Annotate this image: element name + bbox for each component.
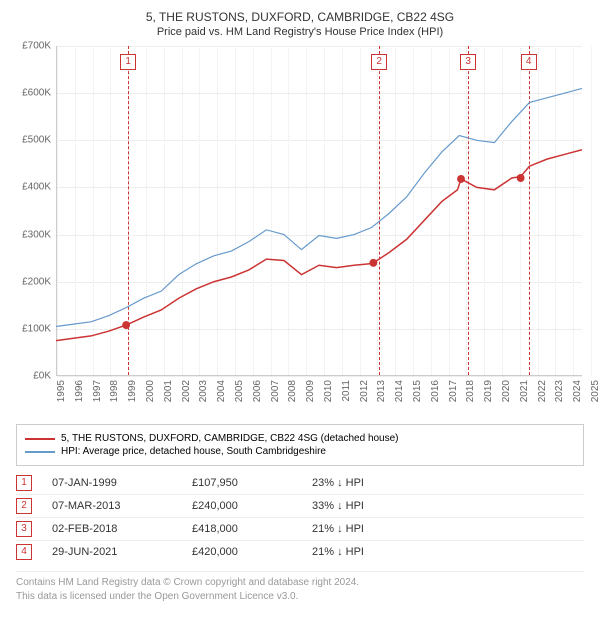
x-tick-label: 2005	[234, 380, 245, 402]
transaction-price: £107,950	[192, 477, 292, 489]
transaction-pct: 21% ↓ HPI	[312, 546, 364, 558]
y-tick-label: £300K	[9, 229, 51, 240]
y-tick-label: £700K	[9, 41, 51, 52]
x-tick-label: 2016	[430, 380, 441, 402]
transaction-row: 4 29-JUN-2021 £420,000 21% ↓ HPI	[16, 541, 584, 563]
legend-item: HPI: Average price, detached house, Sout…	[25, 446, 575, 457]
transaction-marker: 1	[16, 475, 32, 491]
transaction-marker: 2	[16, 498, 32, 514]
transaction-row: 2 07-MAR-2013 £240,000 33% ↓ HPI	[16, 495, 584, 518]
legend-label: HPI: Average price, detached house, Sout…	[61, 446, 326, 457]
legend-label: 5, THE RUSTONS, DUXFORD, CAMBRIDGE, CB22…	[61, 433, 399, 444]
x-tick-label: 1996	[74, 380, 85, 402]
x-tick-label: 2018	[465, 380, 476, 402]
transaction-date: 02-FEB-2018	[52, 523, 172, 535]
chart-legend: 5, THE RUSTONS, DUXFORD, CAMBRIDGE, CB22…	[16, 424, 584, 466]
x-tick-label: 2011	[341, 380, 352, 402]
x-tick-label: 2019	[483, 380, 494, 402]
x-tick-label: 2007	[270, 380, 281, 402]
x-tick-label: 2002	[181, 380, 192, 402]
x-tick-label: 2024	[572, 380, 583, 402]
y-tick-label: £500K	[9, 135, 51, 146]
footer-text: Contains HM Land Registry data © Crown c…	[16, 571, 584, 604]
footer-line: Contains HM Land Registry data © Crown c…	[16, 576, 584, 590]
legend-swatch	[25, 451, 55, 453]
x-tick-label: 2008	[287, 380, 298, 402]
x-tick-label: 2009	[305, 380, 316, 402]
transaction-pct: 23% ↓ HPI	[312, 477, 364, 489]
transaction-price: £418,000	[192, 523, 292, 535]
transaction-marker: 4	[16, 544, 32, 560]
transaction-date: 29-JUN-2021	[52, 546, 172, 558]
x-tick-label: 1999	[127, 380, 138, 402]
x-tick-label: 2013	[376, 380, 387, 402]
x-tick-label: 2012	[359, 380, 370, 402]
x-tick-label: 1995	[56, 380, 67, 402]
chart-lines	[56, 46, 582, 376]
x-tick-label: 2017	[448, 380, 459, 402]
y-tick-label: £100K	[9, 323, 51, 334]
x-tick-label: 2021	[519, 380, 530, 402]
transaction-row: 1 07-JAN-1999 £107,950 23% ↓ HPI	[16, 472, 584, 495]
legend-item: 5, THE RUSTONS, DUXFORD, CAMBRIDGE, CB22…	[25, 433, 575, 444]
x-tick-label: 2000	[145, 380, 156, 402]
chart-subtitle: Price paid vs. HM Land Registry's House …	[8, 26, 592, 38]
transaction-marker: 3	[16, 521, 32, 537]
y-tick-label: £600K	[9, 88, 51, 99]
transaction-table: 1 07-JAN-1999 £107,950 23% ↓ HPI 2 07-MAR-201…	[16, 472, 584, 563]
chart-container: 5, THE RUSTONS, DUXFORD, CAMBRIDGE, CB22…	[0, 0, 600, 620]
chart-title: 5, THE RUSTONS, DUXFORD, CAMBRIDGE, CB22…	[8, 10, 592, 24]
transaction-pct: 33% ↓ HPI	[312, 500, 364, 512]
legend-swatch	[25, 438, 55, 440]
x-tick-label: 2023	[554, 380, 565, 402]
x-tick-label: 2020	[501, 380, 512, 402]
x-tick-label: 2025	[590, 380, 600, 402]
x-tick-label: 2022	[537, 380, 548, 402]
x-tick-label: 2010	[323, 380, 334, 402]
x-axis-ticks: 1995 1996 1997 1998 1999 2000 2001 2002 2003 2004…	[56, 376, 582, 416]
y-tick-label: £0K	[9, 371, 51, 382]
x-tick-label: 2006	[252, 380, 263, 402]
x-tick-label: 2014	[394, 380, 405, 402]
x-tick-label: 2004	[216, 380, 227, 402]
x-tick-label: 1998	[109, 380, 120, 402]
y-tick-label: £400K	[9, 182, 51, 193]
x-tick-label: 2015	[412, 380, 423, 402]
x-tick-label: 1997	[92, 380, 103, 402]
transaction-row: 3 02-FEB-2018 £418,000 21% ↓ HPI	[16, 518, 584, 541]
transaction-date: 07-JAN-1999	[52, 477, 172, 489]
transaction-price: £420,000	[192, 546, 292, 558]
x-tick-label: 2001	[163, 380, 174, 402]
footer-line: This data is licensed under the Open Gov…	[16, 590, 584, 604]
chart-plot-area: £0K£100K£200K£300K£400K£500K£600K£700K12…	[56, 46, 582, 376]
transaction-price: £240,000	[192, 500, 292, 512]
x-tick-label: 2003	[198, 380, 209, 402]
y-tick-label: £200K	[9, 276, 51, 287]
transaction-pct: 21% ↓ HPI	[312, 523, 364, 535]
transaction-date: 07-MAR-2013	[52, 500, 172, 512]
